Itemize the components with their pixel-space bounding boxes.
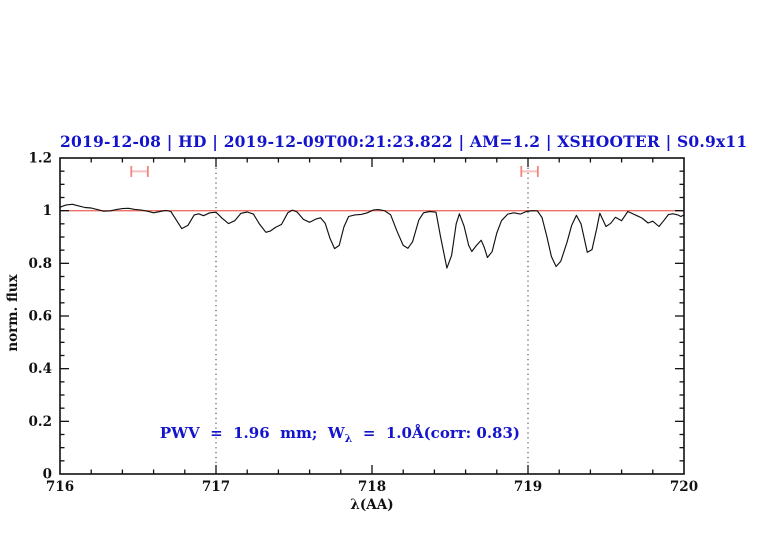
x-tick-label-717: 717	[202, 479, 230, 495]
x-tick-label-718: 718	[358, 479, 386, 495]
y-tick-label-1.2: 1.2	[29, 151, 53, 167]
spectrum-line	[59, 203, 685, 269]
y-tick-label-1: 1	[43, 203, 52, 219]
x-tick-label-720: 720	[670, 479, 698, 495]
y-tick-label-0.2: 0.2	[29, 414, 53, 430]
y-tick-label-0: 0	[43, 467, 52, 483]
y-tick-label-0.4: 0.4	[29, 361, 53, 377]
x-tick-label-716: 716	[46, 479, 74, 495]
pwv-annotation-lambda-subscript: λ	[344, 432, 353, 445]
pwv-annotation-prefix: PWV = 1.96 mm; W	[159, 424, 345, 442]
x-axis-label: λ(AA)	[350, 497, 394, 513]
y-tick-label-0.6: 0.6	[29, 309, 53, 325]
pwv-annotation: PWV = 1.96 mm; Wλ = 1.0Å(corr: 0.83)	[139, 406, 520, 445]
y-tick-label-0.8: 0.8	[29, 256, 53, 272]
x-tick-label-719: 719	[514, 479, 542, 495]
y-axis-label: norm. flux	[5, 274, 21, 352]
pwv-annotation-suffix: = 1.0Å(corr: 0.83)	[352, 424, 521, 442]
